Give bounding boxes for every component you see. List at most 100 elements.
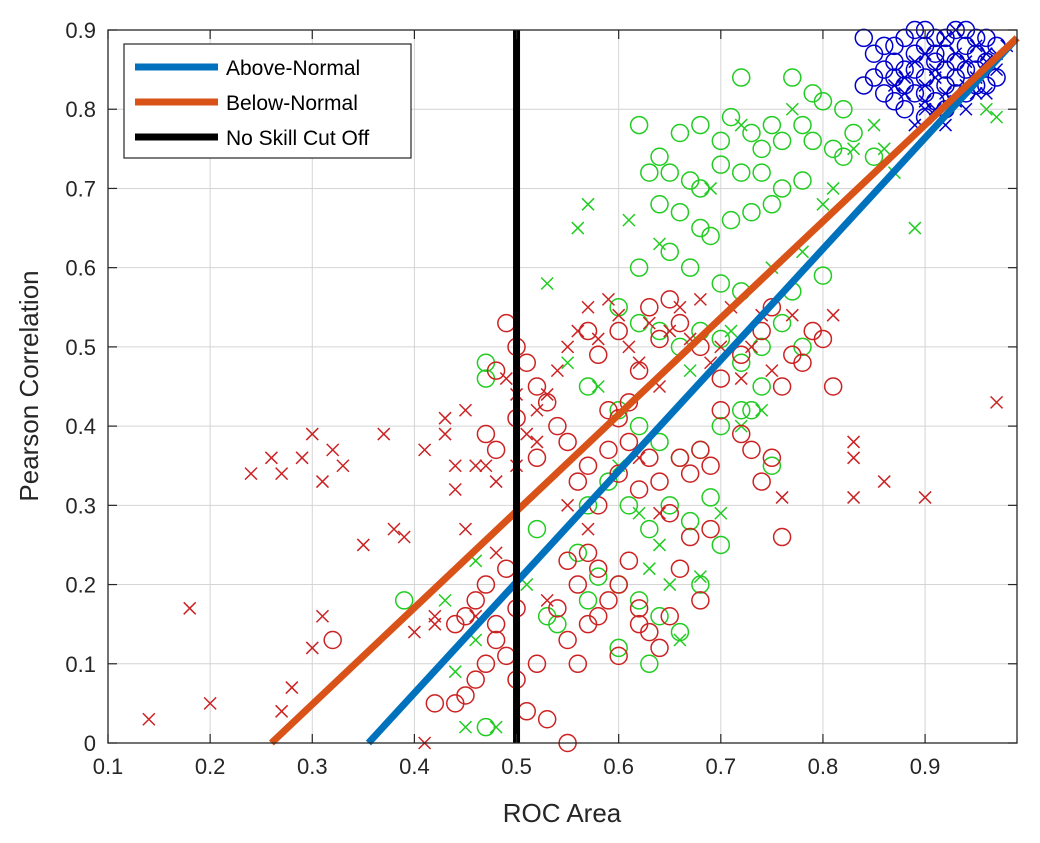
- data-point-circle: [578, 591, 598, 610]
- data-point-circle: [476, 717, 496, 737]
- data-point-circle: [629, 416, 649, 436]
- data-point-circle: [609, 575, 628, 594]
- data-point-x: [632, 506, 646, 520]
- data-point-x: [418, 443, 432, 457]
- data-point-circle: [629, 115, 649, 135]
- data-point-circle: [609, 646, 628, 666]
- data-point-circle: [721, 210, 741, 230]
- data-point-circle: [456, 686, 475, 705]
- data-point-x: [949, 47, 963, 61]
- data-point-circle: [823, 377, 843, 396]
- x-tick-label: 0.9: [910, 754, 941, 779]
- data-point-circle: [456, 606, 475, 626]
- data-point-circle: [691, 591, 710, 610]
- data-point-circle: [864, 147, 884, 167]
- y-tick-label: 0.3: [65, 493, 96, 518]
- data-point-x: [295, 451, 309, 465]
- data-point-circle: [619, 551, 639, 571]
- data-point-x: [550, 364, 564, 378]
- data-point-circle: [548, 416, 567, 436]
- data-point-x: [387, 522, 401, 536]
- data-point-circle: [711, 274, 731, 293]
- data-point-x: [755, 403, 769, 417]
- data-point-x: [571, 324, 585, 338]
- y-tick-label: 0.5: [65, 335, 96, 360]
- data-point-x: [377, 427, 391, 441]
- data-point-x: [448, 482, 462, 497]
- data-point-circle: [527, 519, 547, 539]
- data-point-x: [489, 720, 503, 734]
- data-point-circle: [660, 504, 679, 523]
- data-point-x: [979, 102, 993, 116]
- y-tick-label: 0.9: [65, 18, 96, 43]
- data-point-circle: [772, 313, 792, 333]
- data-point-circle: [640, 448, 659, 468]
- data-point-circle: [701, 456, 720, 475]
- data-point-circle: [660, 496, 679, 515]
- data-point-circle: [486, 614, 506, 634]
- data-point-circle: [558, 432, 577, 452]
- data-point-x: [898, 86, 912, 100]
- data-point-circle: [619, 393, 639, 412]
- data-point-circle: [813, 92, 833, 111]
- data-point-x: [561, 340, 575, 354]
- data-point-circle: [660, 242, 679, 262]
- data-point-x: [642, 316, 656, 330]
- data-point-circle: [731, 424, 751, 444]
- data-point-x: [561, 498, 575, 512]
- data-point-circle: [609, 638, 628, 658]
- data-point-x: [622, 340, 636, 354]
- data-point-circle: [629, 614, 649, 634]
- data-point-x: [407, 625, 421, 639]
- data-point-x: [540, 276, 554, 291]
- data-point-x: [652, 237, 667, 251]
- data-point-circle: [527, 377, 547, 396]
- data-point-circle: [803, 131, 822, 151]
- data-point-x: [918, 102, 932, 116]
- data-point-circle: [680, 511, 700, 531]
- data-point-x: [571, 221, 585, 235]
- data-point-x: [693, 570, 707, 584]
- data-point-x: [581, 197, 595, 211]
- data-point-x: [673, 300, 687, 314]
- data-point-circle: [650, 321, 669, 341]
- ticks: [107, 29, 1017, 744]
- data-point-x: [540, 387, 554, 401]
- data-point-x: [663, 578, 677, 592]
- data-point-circle: [527, 654, 547, 674]
- data-point-x: [673, 633, 687, 647]
- data-point-x: [785, 102, 799, 116]
- data-point-x: [530, 403, 544, 417]
- data-point-circle: [486, 361, 506, 380]
- data-point-circle: [660, 290, 679, 309]
- x-tick-label: 0.8: [808, 754, 839, 779]
- data-point-circle: [680, 464, 700, 483]
- data-point-x: [489, 475, 503, 489]
- y-tick-label: 0.7: [65, 176, 96, 201]
- data-point-circle: [711, 416, 731, 436]
- data-point-x: [275, 704, 289, 718]
- data-point-x: [612, 308, 626, 322]
- data-point-circle: [476, 654, 496, 674]
- data-point-circle: [588, 567, 608, 586]
- data-point-x: [928, 71, 942, 85]
- data-point-circle: [588, 606, 608, 626]
- data-point-x: [642, 562, 656, 576]
- data-point-circle: [558, 551, 577, 571]
- data-point-circle: [711, 131, 731, 151]
- data-point-circle: [425, 694, 445, 713]
- data-point-circle: [762, 115, 782, 135]
- data-point-circle: [793, 171, 812, 190]
- data-point-x: [663, 324, 677, 338]
- data-point-x: [591, 332, 605, 346]
- data-point-circle: [731, 163, 751, 182]
- data-point-circle: [772, 527, 792, 547]
- data-point-x: [714, 506, 728, 520]
- data-point-x: [489, 546, 503, 560]
- data-point-circle: [752, 337, 771, 357]
- data-point-x: [826, 181, 840, 195]
- data-point-x: [591, 379, 605, 394]
- data-point-circle: [731, 401, 751, 420]
- y-tick-label: 0.6: [65, 256, 96, 281]
